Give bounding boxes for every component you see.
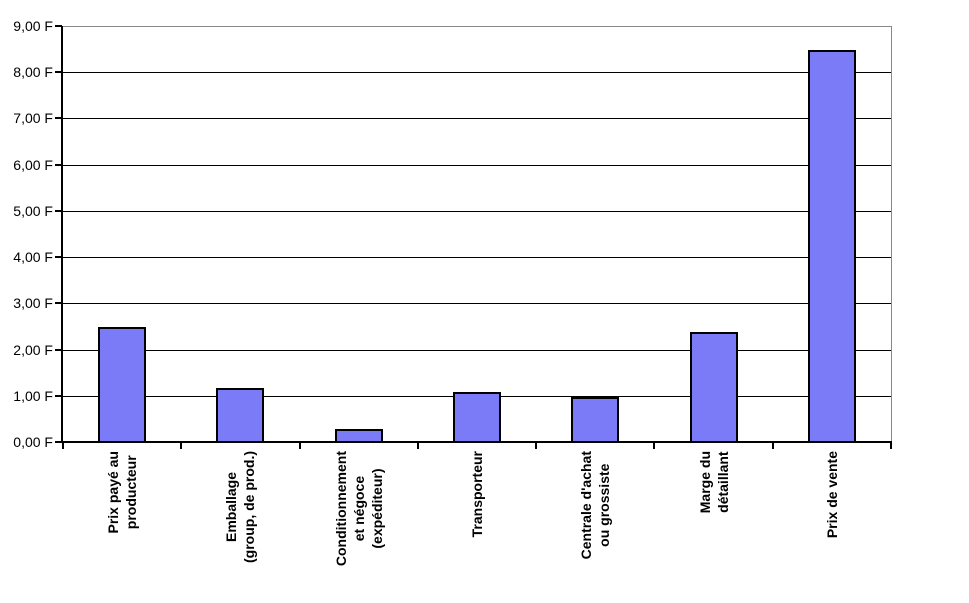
- x-axis-tick: [771, 441, 774, 449]
- x-axis-tick: [535, 441, 538, 449]
- x-axis-tick: [180, 441, 183, 449]
- x-axis-tick: [298, 441, 301, 449]
- category-label: Conditionnement et négoce (expéditeur): [332, 451, 385, 567]
- gridline: [63, 72, 891, 74]
- gridline: [63, 349, 891, 351]
- category-label: Transporteur: [469, 451, 485, 538]
- bar: [216, 387, 265, 443]
- y-axis-tick-label: 3,00 F: [13, 295, 53, 312]
- y-axis-tick: [55, 25, 62, 27]
- category-label: Prix de vente: [823, 451, 840, 539]
- category-label: Marge du détaillant: [696, 451, 731, 514]
- bar: [98, 327, 147, 443]
- bar: [571, 396, 620, 443]
- gridline: [63, 118, 891, 120]
- y-axis-tick-label: 4,00 F: [13, 249, 53, 266]
- x-axis-tick: [890, 441, 892, 449]
- gridline: [63, 164, 891, 166]
- y-axis-tick-label: 7,00 F: [13, 110, 53, 127]
- y-axis-tick: [55, 71, 62, 74]
- y-axis-tick: [55, 256, 62, 259]
- y-axis-tick-label: 2,00 F: [13, 341, 53, 358]
- bar: [807, 50, 856, 443]
- gridline: [63, 257, 891, 259]
- x-axis-tick: [62, 441, 64, 449]
- bar: [689, 332, 738, 443]
- y-axis-tick-label: 6,00 F: [13, 156, 53, 173]
- y-axis-tick: [55, 117, 62, 120]
- y-axis-tick: [55, 348, 62, 351]
- y-axis-tick: [55, 209, 62, 212]
- x-axis-tick: [416, 441, 419, 449]
- y-axis-tick: [55, 441, 62, 443]
- gridline: [63, 303, 891, 305]
- y-axis-tick-label: 9,00 F: [13, 18, 53, 34]
- y-axis-tick: [55, 163, 62, 166]
- y-axis-tick-label: 5,00 F: [13, 202, 53, 219]
- category-label: Centrale d'achat ou grossiste: [578, 451, 613, 560]
- x-axis: [61, 441, 891, 443]
- plot-area: [63, 26, 892, 443]
- category-label: Prix payé au producteur: [105, 451, 140, 534]
- y-axis: [61, 26, 63, 443]
- y-axis-tick-label: 0,00 F: [13, 434, 53, 450]
- gridline: [63, 210, 891, 212]
- bar: [453, 392, 501, 443]
- y-axis-tick-label: 1,00 F: [13, 387, 53, 404]
- category-label: Emballage (group, de prod.): [223, 451, 258, 563]
- y-axis-tick-label: 8,00 F: [13, 64, 53, 81]
- x-axis-tick: [653, 441, 656, 449]
- y-axis-tick: [55, 394, 62, 397]
- y-axis-tick: [55, 302, 62, 305]
